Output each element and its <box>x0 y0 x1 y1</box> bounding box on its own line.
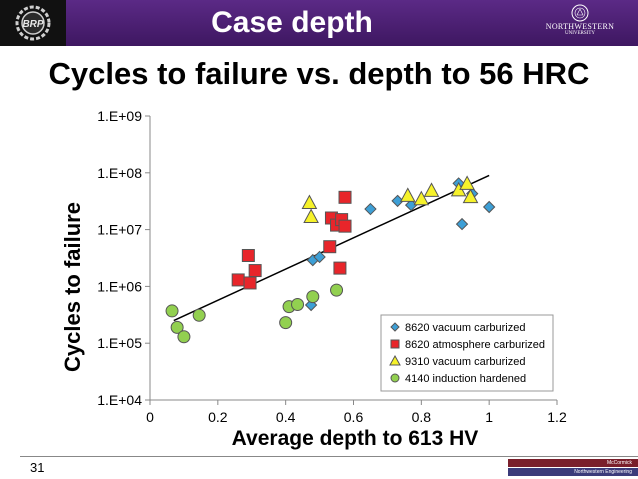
diamond-point <box>455 217 469 231</box>
x-tick-label: 1 <box>485 409 493 425</box>
square-point <box>231 273 245 287</box>
square-point <box>241 248 255 262</box>
square-point <box>333 261 347 275</box>
triangle-point <box>301 194 318 209</box>
x-tick-label: 0.8 <box>412 409 432 425</box>
northwestern-wordmark: NORTHWESTERN <box>545 22 615 31</box>
header-title: Case depth <box>211 6 373 39</box>
series-square <box>231 190 352 290</box>
circle-point <box>192 308 206 322</box>
series-circle <box>165 283 344 344</box>
diamond-point <box>313 250 326 264</box>
x-tick-label: 0.2 <box>208 409 228 425</box>
circle-point <box>165 304 179 318</box>
circle-point <box>279 316 293 330</box>
data-points <box>165 175 496 344</box>
series-diamond <box>304 177 496 312</box>
scatter-chart: 1.E+04 1.E+05 1.E+06 1.E+07 1.E+08 1.E+09 0 0.2… <box>60 108 567 450</box>
x-tick-label: 0 <box>146 409 154 425</box>
legend-marker-square <box>390 339 400 349</box>
triangle-point <box>413 190 430 206</box>
square-point <box>323 240 337 254</box>
square-point <box>338 219 352 233</box>
diamond-point <box>391 194 404 208</box>
legend-label: 9310 vacuum carburized <box>405 356 525 368</box>
mccormick-logo: McCormick <box>508 459 638 467</box>
triangle-point <box>462 188 479 204</box>
circle-point <box>306 290 320 304</box>
circle-point <box>291 298 305 312</box>
y-tick-label: 1.E+05 <box>97 335 142 351</box>
y-tick-label: 1.E+09 <box>97 108 142 124</box>
slide-title: Cycles to failure vs. depth to 56 HRC <box>48 56 590 91</box>
triangle-point <box>303 208 319 224</box>
legend-marker-diamond <box>390 322 400 332</box>
footer-divider <box>20 456 638 457</box>
square-point <box>248 264 262 278</box>
legend-label: 8620 vacuum carburized <box>405 322 525 334</box>
series-triangle <box>301 175 479 224</box>
northwestern-seal-icon <box>571 4 589 22</box>
square-point <box>243 276 257 290</box>
y-axis-label: Cycles to failure <box>60 202 85 372</box>
y-tick-label: 1.E+07 <box>97 222 142 238</box>
x-tick-label: 0.4 <box>276 409 296 425</box>
x-tick-label: 0.6 <box>344 409 364 425</box>
circle-point <box>170 320 184 334</box>
circle-point <box>177 330 191 344</box>
legend-box <box>380 314 554 392</box>
diamond-point <box>364 202 377 216</box>
northwestern-logo: NORTHWESTERN UNIVERSITY <box>530 4 630 42</box>
brp-logo: BRP <box>0 0 66 46</box>
circle-point <box>330 283 344 297</box>
triangle-point <box>423 182 440 197</box>
legend-label: 8620 atmosphere carburized <box>405 339 545 351</box>
x-tick-label: 1.2 <box>547 409 567 425</box>
triangle-point <box>399 187 416 202</box>
square-point <box>338 190 352 204</box>
university-wordmark: UNIVERSITY <box>565 31 595 36</box>
y-tick-label: 1.E+08 <box>97 165 142 181</box>
chart-axes: 1.E+04 1.E+05 1.E+06 1.E+07 1.E+08 1.E+09 0 0.2… <box>97 108 567 425</box>
legend-label: 4140 induction hardened <box>405 373 526 385</box>
y-tick-label: 1.E+04 <box>97 392 142 408</box>
diamond-point <box>482 200 496 214</box>
chart-legend: 8620 vacuum carburized 8620 atmosphere ca… <box>380 314 554 392</box>
y-tick-label: 1.E+06 <box>97 278 142 294</box>
svg-text:BRP: BRP <box>22 19 43 30</box>
triangle-point <box>459 175 475 190</box>
legend-marker-circle <box>390 373 400 383</box>
legend-marker-triangle <box>389 354 401 366</box>
header-bar: BRP Case depth NORTHWESTERN UNIVERSITY <box>0 0 638 46</box>
x-axis-label: Average depth to 613 HV <box>232 427 479 450</box>
northwestern-engineering-logo: Northwestern Engineering <box>508 468 638 476</box>
page-number: 31 <box>30 460 45 475</box>
